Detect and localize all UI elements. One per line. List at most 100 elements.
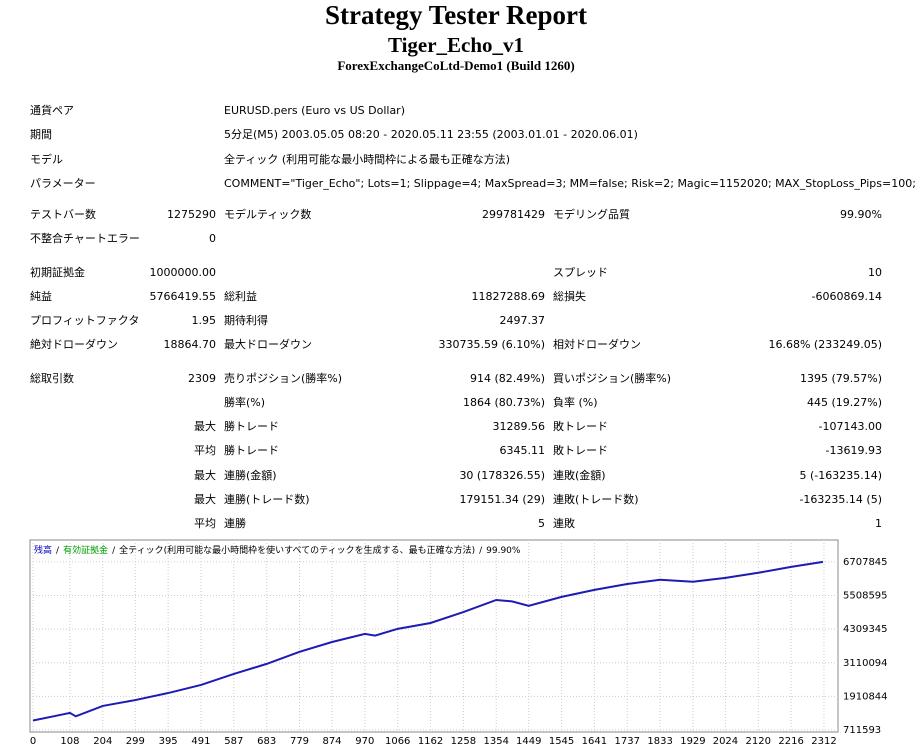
cell-value: 914 (82.49%) — [470, 372, 545, 385]
cell-value: 全ティック (利用可能な最小時間枠による最も正確な方法) — [224, 152, 510, 166]
cell-value: 30 (178326.55) — [459, 469, 545, 482]
cell-value: 1395 (79.57%) — [800, 372, 882, 385]
legend-entry: 残高 — [34, 544, 52, 556]
cell-value: 330735.59 (6.10%) — [438, 338, 545, 351]
cell-label: 敗トレード — [553, 419, 608, 433]
cell-label: 期待利得 — [224, 313, 268, 327]
x-tick-label: 1066 — [385, 736, 410, 747]
cell-label: スプレッド — [553, 266, 608, 279]
y-tick-label: 711593 — [843, 725, 881, 736]
cell-label: モデルティック数 — [224, 207, 311, 221]
subtitle: Tiger_Echo_v1 — [388, 33, 524, 57]
cell-label: 総損失 — [553, 289, 586, 303]
cell-value: 5766419.55 — [150, 290, 216, 303]
legend-entry: 99.90% — [486, 546, 521, 556]
cell-value: 299781429 — [482, 208, 545, 221]
cell-label: 最大ドローダウン — [224, 337, 312, 351]
x-tick-label: 874 — [322, 736, 341, 747]
cell-label: 連勝(トレード数) — [224, 492, 310, 506]
y-tick-label: 6707845 — [843, 557, 888, 568]
cell-label: 相対ドローダウン — [553, 337, 641, 351]
cell-label: 勝トレード — [224, 419, 279, 433]
cell-value: -163235.14 (5) — [799, 493, 882, 506]
cell-label: 連敗(トレード数) — [553, 492, 639, 506]
cell-value: -13619.93 — [826, 444, 882, 457]
cell-label: パラメーター — [30, 177, 96, 190]
legend-entry: 有効証拠金 — [63, 544, 108, 556]
x-tick-label: 2120 — [746, 736, 771, 747]
cell-label: モデル — [30, 152, 63, 166]
cell-value: 99.90% — [840, 208, 882, 221]
cell-value: 1 — [875, 517, 882, 530]
cell-value: 2497.37 — [500, 314, 546, 327]
x-tick-label: 395 — [159, 736, 178, 747]
legend-entry: 全ティック(利用可能な最小時間枠を使いすべてのティックを生成する、最も正確な方法… — [119, 544, 475, 556]
legend-separator: / — [112, 546, 116, 556]
x-tick-label: 1449 — [516, 736, 541, 747]
cell-label: 売りポジション(勝率%) — [224, 371, 342, 385]
title: Strategy Tester Report — [325, 0, 587, 30]
cell-label: 負率 (%) — [553, 395, 598, 409]
cell-label: テストバー数 — [30, 208, 96, 221]
x-tick-label: 1545 — [549, 736, 574, 747]
cell-label: 総利益 — [224, 289, 257, 303]
cell-label: 連勝 — [224, 516, 246, 530]
cell-label: 敗トレード — [553, 443, 608, 457]
cell-label: 買いポジション(勝率%) — [553, 371, 671, 385]
cell-value: 1275290 — [167, 208, 216, 221]
cell-value: 11827288.69 — [472, 290, 545, 303]
cell-label: 連敗(金額) — [553, 468, 606, 482]
cell-value: 1864 (80.73%) — [463, 396, 545, 409]
x-tick-label: 1162 — [418, 736, 443, 747]
cell-value: 平均 — [194, 517, 216, 530]
legend-separator: / — [56, 546, 60, 556]
cell-value: 5 (-163235.14) — [799, 469, 882, 482]
cell-label: 連敗 — [553, 516, 575, 530]
cell-value: -107143.00 — [819, 420, 882, 433]
balance-line — [32, 560, 824, 722]
x-tick-label: 1258 — [451, 736, 476, 747]
x-tick-label: 1737 — [615, 736, 640, 747]
x-tick-label: 1929 — [680, 736, 705, 747]
y-tick-label: 4309345 — [843, 624, 888, 635]
cell-value: 5 — [538, 517, 545, 530]
x-tick-label: 587 — [224, 736, 243, 747]
cell-value: 1000000.00 — [150, 266, 216, 279]
x-tick-label: 108 — [60, 736, 79, 747]
cell-label: 連勝(金額) — [224, 468, 277, 482]
x-tick-label: 2216 — [778, 736, 803, 747]
cell-label: 勝トレード — [224, 443, 279, 457]
x-tick-label: 2024 — [713, 736, 738, 747]
cell-label: プロフィットファクタ — [30, 314, 139, 327]
cell-value: 6345.11 — [500, 444, 546, 457]
cell-label: 初期証拠金 — [30, 265, 85, 279]
x-tick-label: 779 — [290, 736, 309, 747]
x-tick-label: 1833 — [647, 736, 672, 747]
cell-value: 2309 — [188, 372, 216, 385]
cell-value: 16.68% (233249.05) — [768, 338, 882, 351]
x-tick-label: 491 — [191, 736, 210, 747]
cell-label: 絶対ドローダウン — [30, 337, 118, 351]
y-tick-label: 5508595 — [843, 591, 888, 602]
cell-label: 期間 — [30, 128, 52, 141]
x-tick-label: 1641 — [582, 736, 607, 747]
x-tick-label: 204 — [93, 736, 112, 747]
y-tick-label: 3110094 — [843, 658, 888, 669]
x-tick-label: 970 — [355, 736, 374, 747]
cell-label: 不整合チャートエラー — [30, 231, 140, 245]
x-tick-label: 1354 — [483, 736, 508, 747]
cell-label: 通貨ペア — [30, 103, 74, 117]
cell-label: 勝率(%) — [224, 395, 265, 409]
cell-value: 18864.70 — [164, 338, 217, 351]
cell-value: 最大 — [194, 419, 216, 433]
cell-label: 総取引数 — [30, 371, 74, 385]
x-tick-label: 2312 — [811, 736, 836, 747]
x-tick-label: 683 — [257, 736, 276, 747]
cell-value: 1.95 — [192, 314, 217, 327]
x-tick-label: 0 — [30, 736, 36, 747]
server: ForexExchangeCoLtd-Demo1 (Build 1260) — [337, 58, 574, 73]
cell-value: 0 — [209, 232, 216, 245]
legend-separator: / — [479, 546, 483, 556]
cell-value: COMMENT="Tiger_Echo"; Lots=1; Slippage=4… — [224, 177, 916, 190]
